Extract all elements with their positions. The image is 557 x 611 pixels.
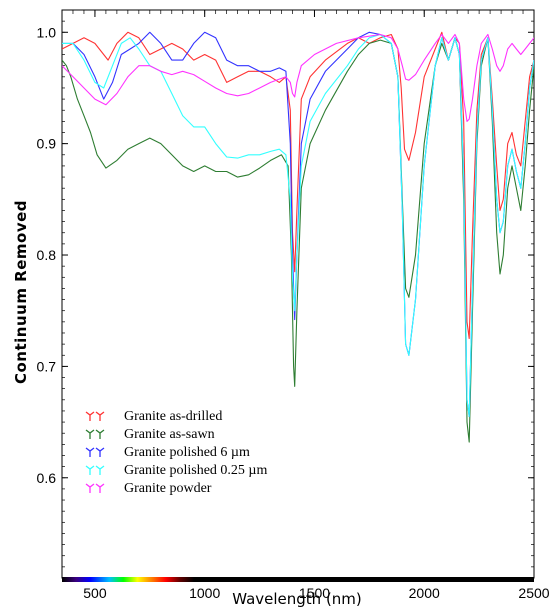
legend-swatch — [85, 483, 105, 493]
series-group — [62, 31, 534, 443]
x-axis: 500 1000 1500 2000 2500 — [83, 10, 550, 601]
legend-swatch — [85, 411, 105, 421]
legend-item: Granite polished 0.25 µm — [85, 463, 267, 478]
x-tick-label: 1500 — [299, 585, 330, 601]
x-tick-label: 2000 — [409, 585, 440, 601]
legend-item: Granite as-drilled — [85, 409, 222, 424]
x-tick-label: 500 — [83, 585, 107, 601]
legend-label: Granite polished 0.25 µm — [124, 463, 267, 478]
y-axis: 0.6 0.7 0.8 0.9 1.0 — [37, 24, 534, 486]
legend-label: Granite polished 6 µm — [124, 445, 250, 460]
series-line-5 — [62, 33, 534, 122]
spectrum-bar — [62, 577, 534, 582]
x-axis-label: Wavelength (nm) — [232, 590, 362, 608]
legend-label: Granite as-drilled — [124, 409, 222, 424]
legend-swatch — [85, 447, 105, 457]
legend-label: Granite as-sawn — [124, 427, 215, 442]
y-tick-label: 1.0 — [37, 24, 57, 40]
series-line-4 — [62, 33, 534, 418]
legend-label: Granite powder — [124, 481, 212, 496]
legend-item: Granite powder — [85, 481, 212, 496]
y-tick-label: 0.7 — [37, 358, 57, 374]
legend-item: Granite as-sawn — [85, 427, 215, 442]
y-tick-label: 0.9 — [37, 136, 57, 152]
legend: Granite as-drilled Granite as-sawn Granite… — [85, 409, 267, 496]
y-axis-label: Continuum Removed — [12, 200, 30, 384]
y-tick-label: 0.8 — [37, 247, 57, 263]
minor-ticks — [62, 10, 534, 568]
legend-item: Granite polished 6 µm — [85, 445, 250, 460]
x-tick-label: 1000 — [189, 585, 220, 601]
y-tick-label: 0.6 — [37, 470, 57, 486]
plot-area — [61, 9, 535, 582]
x-tick-label: 2500 — [518, 585, 549, 601]
legend-swatch — [85, 429, 105, 439]
legend-swatch — [85, 465, 105, 475]
